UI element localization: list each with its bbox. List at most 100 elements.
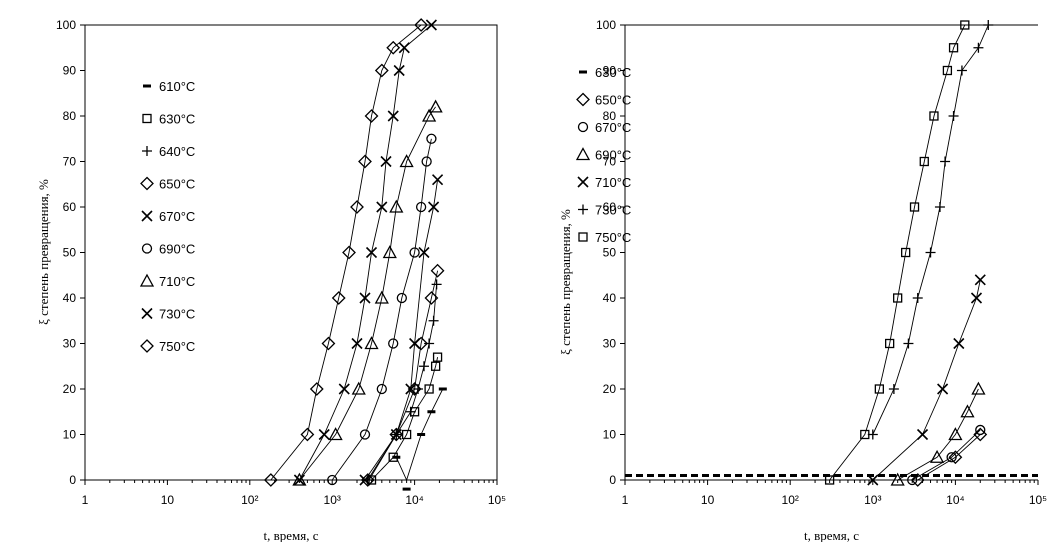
data-point	[388, 452, 398, 462]
data-point	[960, 20, 970, 30]
series-curve	[299, 106, 436, 481]
x-tick-label: 10³	[864, 493, 881, 507]
y-tick-label: 100	[56, 18, 76, 32]
data-point	[414, 18, 429, 32]
y-tick-label: 50	[63, 246, 77, 260]
series-730°C: 730°C	[578, 20, 994, 440]
legend-marker	[577, 176, 589, 188]
legend-marker	[141, 210, 153, 222]
legend-marker	[575, 147, 591, 161]
data-point	[430, 263, 445, 278]
data-point	[427, 410, 436, 414]
legend-marker	[139, 273, 155, 287]
data-point	[432, 352, 443, 362]
legend-marker	[576, 92, 590, 107]
data-point	[338, 383, 350, 395]
data-point	[351, 381, 366, 395]
data-point	[937, 383, 949, 395]
x-tick-label: 1	[82, 493, 89, 507]
data-point	[402, 487, 411, 491]
legend-marker	[140, 339, 154, 353]
legend-marker	[142, 146, 152, 156]
y-tick-label: 60	[63, 200, 77, 214]
y-tick-label: 10	[603, 428, 617, 442]
data-point	[426, 133, 437, 144]
data-point	[948, 111, 959, 121]
series-curve	[829, 24, 966, 481]
series-curve	[872, 24, 989, 435]
data-point	[365, 246, 378, 259]
data-point	[399, 154, 414, 168]
legend-label: 650°C	[595, 93, 631, 108]
data-point	[359, 292, 371, 304]
y-tick-label: 70	[603, 155, 617, 169]
data-point	[364, 336, 379, 350]
series-670°C: 670°C	[577, 120, 986, 486]
data-point	[388, 338, 399, 349]
data-point	[364, 109, 379, 123]
data-point	[940, 156, 951, 167]
x-tick-label: 1	[622, 493, 629, 507]
data-point	[860, 429, 870, 440]
y-tick-label: 30	[63, 337, 77, 351]
data-point	[824, 475, 835, 485]
y-axis-label: ξ степень превращения, %	[36, 179, 51, 325]
data-point	[396, 292, 407, 304]
legend-marker	[578, 204, 588, 215]
data-point	[418, 361, 429, 372]
data-point	[428, 315, 439, 326]
data-point	[946, 452, 957, 463]
data-point	[263, 473, 278, 487]
y-tick-label: 80	[63, 109, 77, 123]
data-point	[975, 424, 986, 436]
data-point	[974, 274, 986, 286]
data-point	[942, 65, 953, 76]
data-point	[382, 245, 397, 259]
x-tick-label: 10²	[782, 493, 799, 507]
data-point	[432, 174, 444, 186]
data-point	[398, 42, 410, 54]
x-tick-label: 10⁴	[946, 493, 965, 507]
legend-marker	[141, 307, 153, 320]
data-point	[970, 292, 983, 304]
data-point	[318, 428, 330, 441]
data-point	[393, 64, 405, 77]
data-point	[293, 474, 305, 486]
data-point	[327, 474, 338, 486]
legend-label: 690°C	[595, 148, 631, 163]
data-point	[342, 245, 356, 260]
y-tick-label: 80	[603, 109, 617, 123]
plot-frame	[624, 24, 1038, 481]
y-tick-label: 60	[603, 200, 617, 214]
data-point	[380, 155, 392, 168]
legend-label: 750°C	[595, 230, 631, 245]
x-tick-label: 10⁴	[405, 493, 424, 507]
legend-label: 630°C	[595, 65, 631, 80]
data-point	[901, 247, 911, 258]
legend-label: 710°C	[159, 274, 195, 289]
legend-marker	[579, 70, 587, 74]
series-curve	[368, 284, 438, 481]
series-650°C: 650°C	[140, 177, 445, 487]
data-point	[953, 337, 965, 350]
data-point	[415, 201, 427, 213]
legend-label: 710°C	[595, 175, 631, 190]
data-point	[374, 290, 389, 304]
legend-label: 610°C	[159, 79, 195, 94]
data-point	[960, 404, 975, 418]
series-curve	[331, 138, 432, 481]
x-axis-label: t, время, с	[804, 528, 859, 542]
data-point	[912, 293, 923, 303]
y-tick-label: 20	[603, 382, 617, 396]
data-point	[389, 427, 404, 442]
y-tick-label: 40	[63, 291, 77, 305]
x-axis-label: t, время, с	[264, 528, 319, 542]
data-point	[948, 43, 959, 53]
data-point	[331, 291, 346, 305]
series-670°C: 670°C	[141, 174, 444, 486]
data-point	[292, 472, 307, 486]
y-tick-label: 50	[603, 246, 617, 260]
series-690°C: 690°C	[575, 147, 986, 486]
y-tick-label: 40	[603, 291, 617, 305]
